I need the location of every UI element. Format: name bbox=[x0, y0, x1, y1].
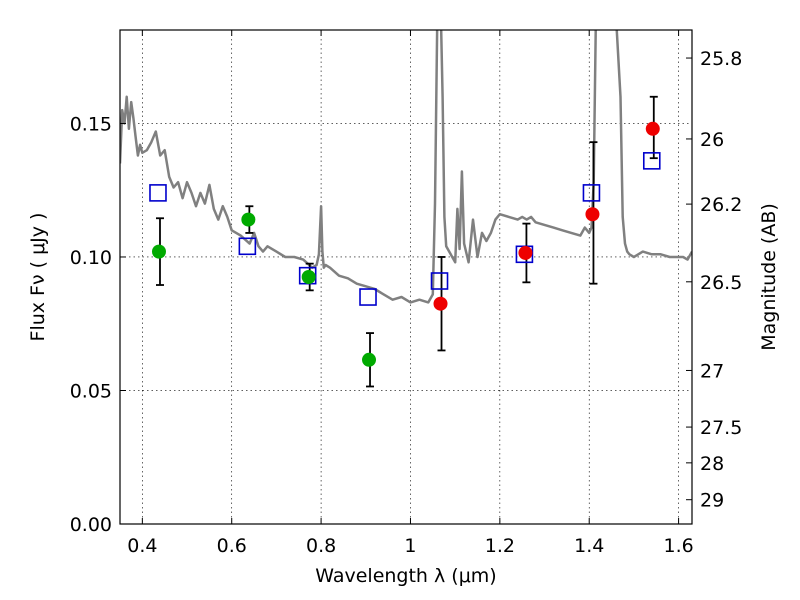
green-point bbox=[362, 352, 377, 367]
square-marker bbox=[238, 237, 257, 256]
plot-frame bbox=[119, 29, 693, 525]
red-point bbox=[585, 207, 600, 222]
square-marker bbox=[149, 184, 167, 202]
green-point bbox=[301, 270, 316, 284]
square-marker bbox=[430, 272, 449, 290]
x-tick-label: 1.6 bbox=[663, 535, 693, 557]
grid bbox=[120, 30, 692, 524]
green-point bbox=[241, 212, 256, 227]
y-right-tick-label: 25.8 bbox=[700, 48, 742, 70]
plot-area bbox=[120, 30, 692, 304]
square-marker bbox=[359, 288, 377, 306]
red-point bbox=[433, 296, 448, 311]
x-axis-label: Wavelength λ (μm) bbox=[315, 565, 496, 587]
y-tick-label: 0.15 bbox=[70, 113, 112, 135]
red-point bbox=[518, 245, 533, 260]
markers bbox=[149, 121, 661, 367]
x-tick-label: 0.4 bbox=[127, 535, 157, 557]
y-axis-right-label: Magnitude (AB) bbox=[758, 203, 780, 351]
x-tick-label: 1.4 bbox=[574, 535, 604, 557]
x-tick-label: 1 bbox=[404, 535, 416, 557]
y-axis-label: Flux Fν ( μJy ) bbox=[27, 213, 49, 342]
x-tick-label: 1.2 bbox=[485, 535, 515, 557]
y-right-tick-label: 27.5 bbox=[700, 417, 742, 439]
y-right-tick-label: 26 bbox=[700, 129, 724, 151]
spectrum-line bbox=[120, 30, 692, 304]
y-right-tick-label: 26.2 bbox=[700, 194, 742, 216]
axes: 0.4 0.6 0.8 1 1.2 1.4 1.6 0.00 0.05 0.10 0.15 25.8 2… bbox=[70, 30, 742, 557]
y-right-tick-label: 27 bbox=[700, 360, 724, 382]
y-tick-label: 0.00 bbox=[70, 514, 112, 536]
green-point bbox=[151, 244, 166, 259]
square-marker bbox=[642, 152, 661, 170]
y-tick-label: 0.05 bbox=[70, 380, 112, 402]
y-right-tick-label: 26.5 bbox=[700, 272, 742, 294]
red-point bbox=[645, 121, 660, 136]
y-right-tick-label: 28 bbox=[700, 453, 724, 475]
y-tick-label: 0.10 bbox=[70, 247, 112, 269]
square-marker bbox=[582, 184, 601, 202]
x-tick-label: 0.6 bbox=[217, 535, 247, 557]
y-right-tick-label: 29 bbox=[700, 490, 724, 512]
x-tick-label: 0.8 bbox=[306, 535, 336, 557]
